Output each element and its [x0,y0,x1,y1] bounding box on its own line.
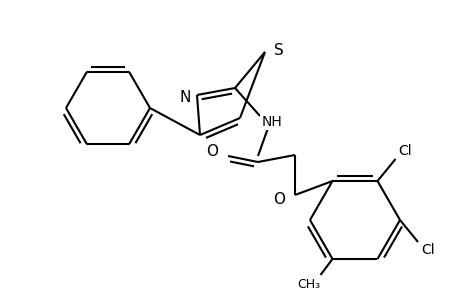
Text: NH: NH [261,115,282,129]
Text: S: S [274,43,283,58]
Text: O: O [206,145,218,160]
Text: O: O [272,191,285,206]
Text: Cl: Cl [420,243,434,257]
Text: Cl: Cl [398,144,411,158]
Text: CH₃: CH₃ [297,278,319,292]
Text: N: N [179,89,190,104]
